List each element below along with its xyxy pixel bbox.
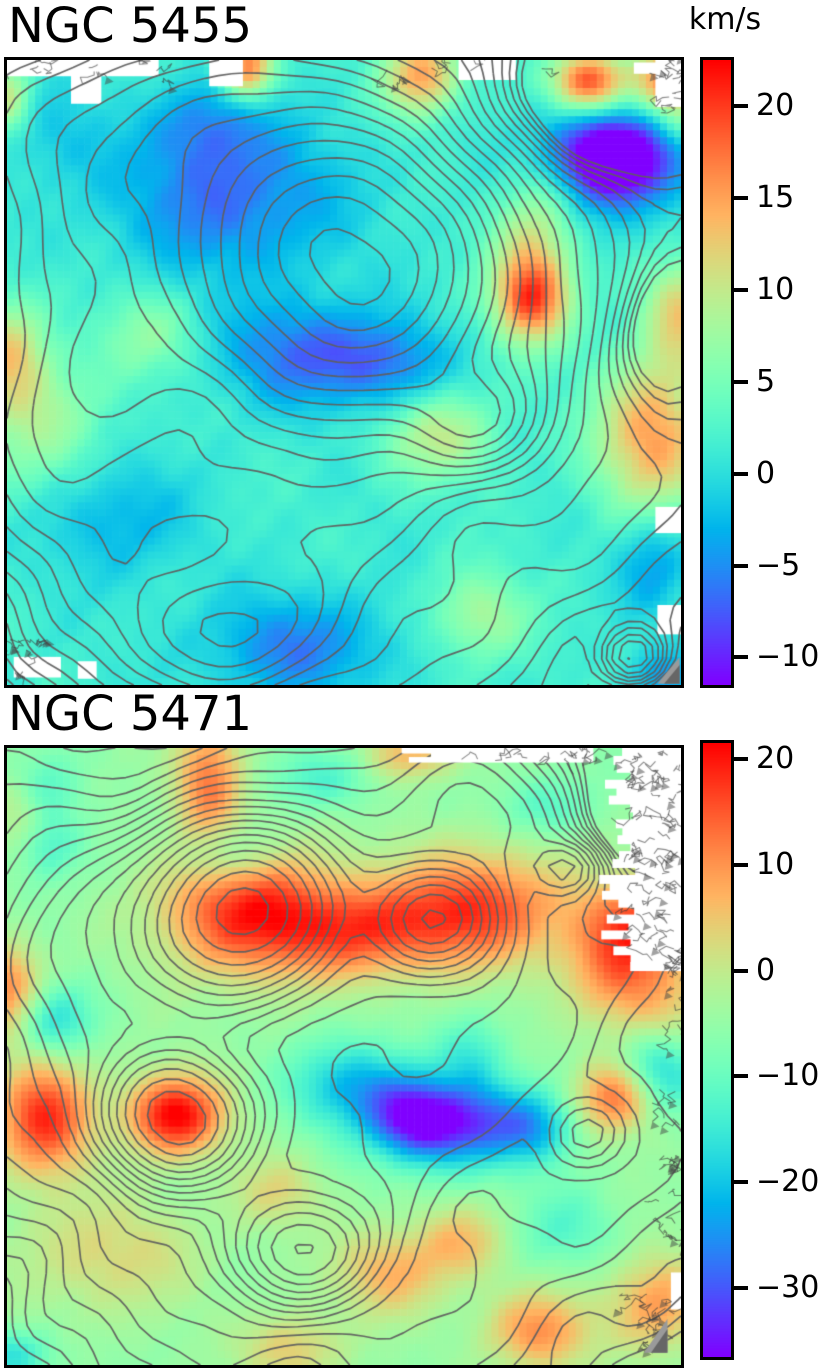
colorbar-tick-label: −20 [756, 1164, 820, 1200]
colorbar-tick-label: −10 [756, 639, 820, 675]
colorbar-tick-mark [734, 471, 748, 476]
colorbar-tick-label: −5 [756, 547, 801, 583]
colorbar-tick-mark [734, 195, 748, 200]
colorbar-tick-label: 0 [756, 952, 776, 988]
colorbar-tick-label: 5 [756, 363, 776, 399]
colorbar-tick-label: −10 [756, 1058, 820, 1094]
colorbar-ngc5471 [700, 740, 734, 1360]
colorbar-tick-label: −30 [756, 1270, 820, 1306]
colorbar-tick-label: 20 [756, 87, 795, 123]
colorbar-tick-mark [734, 756, 748, 761]
colorbar-tick-mark [734, 1180, 748, 1185]
colorbar-tick-label: 15 [756, 179, 795, 215]
colorbar-tick-label: 10 [756, 846, 795, 882]
panel-title-ngc5471: NGC 5471 [8, 686, 253, 742]
velocity-map-ngc5471 [4, 745, 684, 1368]
colorbar-tick-label: 10 [756, 271, 795, 307]
colorbar-tick-mark [734, 103, 748, 108]
colorbar-tick-mark [734, 379, 748, 384]
colorbar-tick-mark [734, 968, 748, 973]
colorbar-tick-mark [734, 287, 748, 292]
panel-title-ngc5455: NGC 5455 [8, 0, 253, 54]
colorbar-tick-label: 0 [756, 455, 776, 491]
velocity-map-ngc5455 [4, 57, 684, 688]
colorbar-tick-mark [734, 862, 748, 867]
colorbar-tick-mark [734, 655, 748, 660]
colorbar-tick-label: 20 [756, 740, 795, 776]
colorbar-ngc5455 [700, 57, 734, 688]
colorbar-tick-mark [734, 1286, 748, 1291]
colorbar-tick-mark [734, 563, 748, 568]
colorbar-unit-label: km/s [688, 2, 762, 37]
colorbar-tick-mark [734, 1074, 748, 1079]
